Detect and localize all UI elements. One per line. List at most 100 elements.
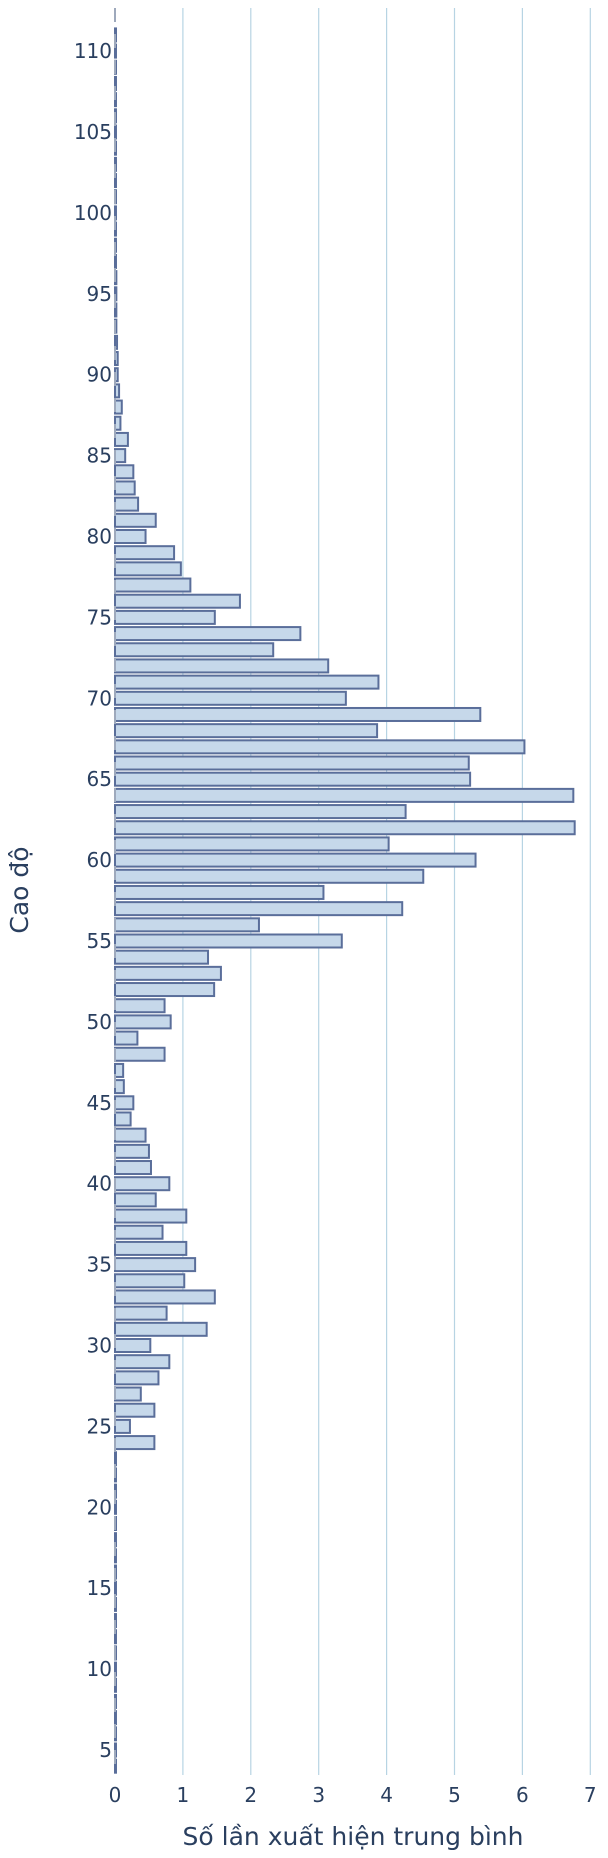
y-axis-title: Cao độ <box>5 846 34 933</box>
bar <box>114 804 407 820</box>
bar <box>114 1402 156 1418</box>
bar <box>114 1338 152 1353</box>
bar <box>114 852 477 868</box>
bar <box>114 334 119 350</box>
bar <box>114 593 241 609</box>
bar <box>114 1143 150 1159</box>
bar <box>114 1354 171 1370</box>
bar <box>114 1046 166 1062</box>
bar <box>114 545 176 561</box>
x-tick-label: 1 <box>177 1783 190 1807</box>
bar <box>114 998 166 1014</box>
bar <box>114 1160 152 1176</box>
y-tick-label: 10 <box>87 1657 112 1681</box>
bar <box>114 836 390 852</box>
bar <box>114 1127 147 1143</box>
bar <box>114 415 122 431</box>
bar <box>114 706 482 722</box>
bar <box>114 884 325 900</box>
bar <box>114 965 222 981</box>
y-tick-label: 5 <box>99 1738 112 1762</box>
bar <box>114 561 182 577</box>
x-tick-label: 0 <box>109 1783 122 1807</box>
x-tick-label: 4 <box>380 1783 393 1807</box>
bar <box>114 1208 188 1224</box>
bar <box>114 1305 168 1321</box>
bar <box>114 658 330 674</box>
y-tick-label: 15 <box>87 1576 112 1600</box>
x-tick-label: 6 <box>516 1783 529 1807</box>
y-tick-label: 90 <box>87 363 112 387</box>
bar <box>114 901 404 917</box>
bar <box>114 642 275 658</box>
bar <box>114 1289 216 1305</box>
bar <box>114 448 127 464</box>
y-tick-label: 55 <box>87 929 112 953</box>
bar <box>114 1580 117 1596</box>
bar <box>114 1273 186 1289</box>
bar <box>114 723 379 739</box>
bar <box>114 1710 117 1726</box>
y-tick-label: 35 <box>87 1253 112 1277</box>
bar <box>114 1014 172 1030</box>
x-tick-label: 7 <box>584 1783 597 1807</box>
x-axis-title: Số lần xuất hiện trung bình <box>183 1822 524 1851</box>
bar <box>114 949 210 965</box>
y-tick-label: 45 <box>87 1091 112 1115</box>
x-tick-labels: 0 1 2 3 4 5 6 7 <box>109 1783 597 1807</box>
bar <box>114 933 343 949</box>
bar <box>114 820 576 836</box>
bar <box>114 1095 135 1111</box>
y-tick-label: 95 <box>87 282 112 306</box>
bar <box>114 399 123 415</box>
bar <box>114 512 157 528</box>
y-tick-label: 100 <box>74 201 112 225</box>
y-tick-label: 65 <box>87 767 112 791</box>
bar <box>114 626 302 642</box>
bar <box>114 529 147 544</box>
bar <box>114 787 575 803</box>
bar <box>114 739 526 755</box>
x-tick-label: 5 <box>448 1783 461 1807</box>
bar <box>114 124 117 140</box>
y-tick-label: 85 <box>87 444 112 468</box>
bar <box>114 1240 188 1256</box>
bar <box>114 496 140 512</box>
bar <box>114 1111 132 1127</box>
y-tick-label: 75 <box>87 605 112 629</box>
y-tick-label: 20 <box>87 1495 112 1519</box>
bar <box>114 1370 160 1386</box>
bar <box>114 755 470 771</box>
y-tick-labels: 5 10 15 20 25 30 35 40 45 50 55 60 65 70 75 80 85 90 95 100… <box>74 39 112 1762</box>
x-tick-label: 3 <box>312 1783 325 1807</box>
bar <box>114 690 347 706</box>
bar <box>114 1062 125 1078</box>
bar <box>114 480 136 496</box>
bar <box>114 1435 156 1451</box>
y-tick-label: 30 <box>87 1334 112 1358</box>
bar <box>114 982 216 998</box>
bar <box>114 1224 164 1240</box>
y-tick-label: 110 <box>74 39 112 63</box>
bar <box>114 868 425 884</box>
y-tick-label: 50 <box>87 1010 112 1034</box>
y-tick-label: 105 <box>74 120 112 144</box>
y-tick-label: 60 <box>87 848 112 872</box>
bar <box>114 917 260 933</box>
bar <box>114 674 380 690</box>
bar <box>114 253 117 269</box>
bar <box>114 1386 142 1402</box>
y-tick-label: 25 <box>87 1414 112 1438</box>
bar <box>114 1257 197 1273</box>
bar <box>114 431 129 447</box>
bar <box>114 771 472 787</box>
bar <box>114 1176 171 1192</box>
y-tick-label: 70 <box>87 686 112 710</box>
bar <box>114 383 121 399</box>
bar <box>114 1030 139 1046</box>
bar <box>114 1192 157 1208</box>
x-tick-label: 2 <box>244 1783 257 1807</box>
bar <box>114 1321 208 1337</box>
